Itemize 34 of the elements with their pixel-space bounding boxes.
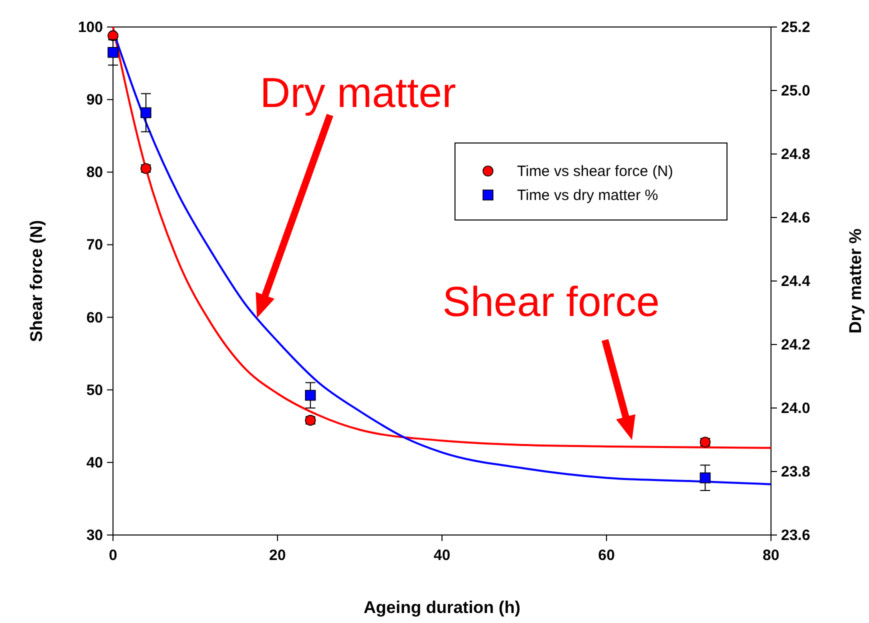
y2-tick-label: 25.0 [781,82,810,100]
y-axis-title: Shear force (N) [27,220,46,342]
point [700,472,711,484]
x-tick-label: 40 [434,547,450,564]
y2-tick-label: 23.8 [781,464,810,480]
x-tick-label: 60 [598,547,615,564]
y2-axis-title: Dry matter % [846,228,865,334]
point [305,390,316,401]
point [108,30,118,42]
point [108,47,118,58]
y-tick-label: 40 [86,454,103,472]
y-tick-label: 60 [86,309,103,326]
y-tick-label: 30 [86,527,103,544]
y2-tick-label: 24.4 [781,273,811,290]
y2-tick-label: 24.0 [781,400,810,417]
y2-tick-label: 24.8 [781,146,810,163]
legend-label: Time vs dry matter % [517,187,658,204]
y-tick-label: 70 [86,236,103,254]
annotation: Shear force [442,278,660,325]
y-tick-label: 50 [86,382,103,399]
y-tick-label: 90 [86,92,103,109]
point [140,107,152,118]
legend-label: Time vs shear force (N) [517,163,674,180]
x-axis-title: Ageing duration (h) [364,598,520,617]
y-tick-label: 100 [78,19,103,36]
y2-tick-label: 24.2 [781,336,810,354]
y2-tick-label: 25.2 [781,19,810,36]
y2-tick-label: 24.6 [781,210,810,226]
x-tick-label: 20 [269,547,286,564]
y-tick-label: 80 [86,164,103,182]
annotation: Dry matter [260,69,456,116]
x-tick-label: 0 [108,547,118,564]
y2-tick-label: 23.6 [781,527,810,544]
x-tick-label: 80 [762,547,780,564]
